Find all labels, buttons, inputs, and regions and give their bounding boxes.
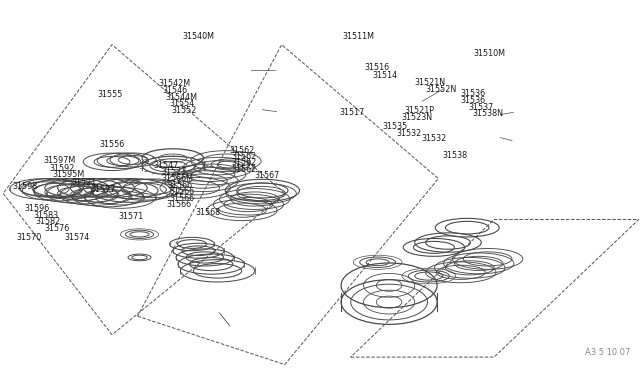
Text: 31546: 31546	[163, 86, 188, 95]
Text: 31555: 31555	[98, 90, 124, 99]
Text: 31566: 31566	[170, 187, 195, 196]
Text: 31562: 31562	[232, 153, 257, 161]
Text: 31532: 31532	[421, 134, 446, 143]
Text: 31552N: 31552N	[426, 85, 457, 94]
Text: 31540M: 31540M	[182, 32, 214, 41]
Text: 31596: 31596	[24, 204, 49, 213]
Text: 31576: 31576	[45, 224, 70, 233]
Text: 31592: 31592	[50, 164, 76, 173]
Text: 31571: 31571	[118, 212, 143, 221]
Text: 31574: 31574	[64, 233, 89, 242]
Text: 31598: 31598	[13, 182, 38, 191]
Text: 31511M: 31511M	[342, 32, 374, 41]
Text: 31536: 31536	[461, 89, 486, 98]
Text: 31537: 31537	[468, 103, 493, 112]
Text: 31562: 31562	[229, 146, 254, 155]
Text: 31597M: 31597M	[44, 156, 76, 165]
Text: 31552: 31552	[172, 106, 197, 115]
Text: 31538N: 31538N	[472, 109, 503, 118]
Text: 31554: 31554	[169, 99, 194, 108]
Text: 31562: 31562	[232, 165, 257, 174]
Text: 31566M: 31566M	[161, 174, 193, 183]
Text: 31521N: 31521N	[415, 78, 446, 87]
Text: 31556: 31556	[99, 140, 124, 149]
Text: 31547: 31547	[154, 161, 179, 170]
Text: 31544M: 31544M	[165, 93, 197, 102]
Text: 31567: 31567	[255, 171, 280, 180]
Text: 31577: 31577	[91, 185, 116, 194]
Text: 31532: 31532	[397, 129, 422, 138]
Text: 31566: 31566	[168, 181, 193, 190]
Text: 31538: 31538	[443, 151, 468, 160]
Text: 31517: 31517	[339, 108, 364, 117]
Text: 31566: 31566	[166, 200, 191, 209]
Text: 31536: 31536	[461, 96, 486, 105]
Text: 31514: 31514	[372, 71, 397, 80]
Text: 31568: 31568	[195, 208, 220, 217]
Text: 31595M: 31595M	[52, 170, 84, 179]
Text: 31523: 31523	[161, 167, 186, 176]
Text: 31523N: 31523N	[402, 113, 433, 122]
Text: 31570: 31570	[16, 233, 41, 242]
Text: 31583: 31583	[33, 211, 58, 219]
Text: 31510M: 31510M	[474, 49, 506, 58]
Text: 31521P: 31521P	[404, 106, 435, 115]
Text: 31516: 31516	[365, 63, 390, 72]
Text: 31542M: 31542M	[159, 79, 191, 88]
Text: 31566: 31566	[170, 194, 195, 203]
Text: 31521: 31521	[72, 178, 97, 187]
Text: 31535: 31535	[383, 122, 408, 131]
Text: 31562: 31562	[232, 158, 257, 167]
Text: A3 5 10 07: A3 5 10 07	[585, 348, 630, 357]
Text: 31582: 31582	[36, 217, 61, 226]
